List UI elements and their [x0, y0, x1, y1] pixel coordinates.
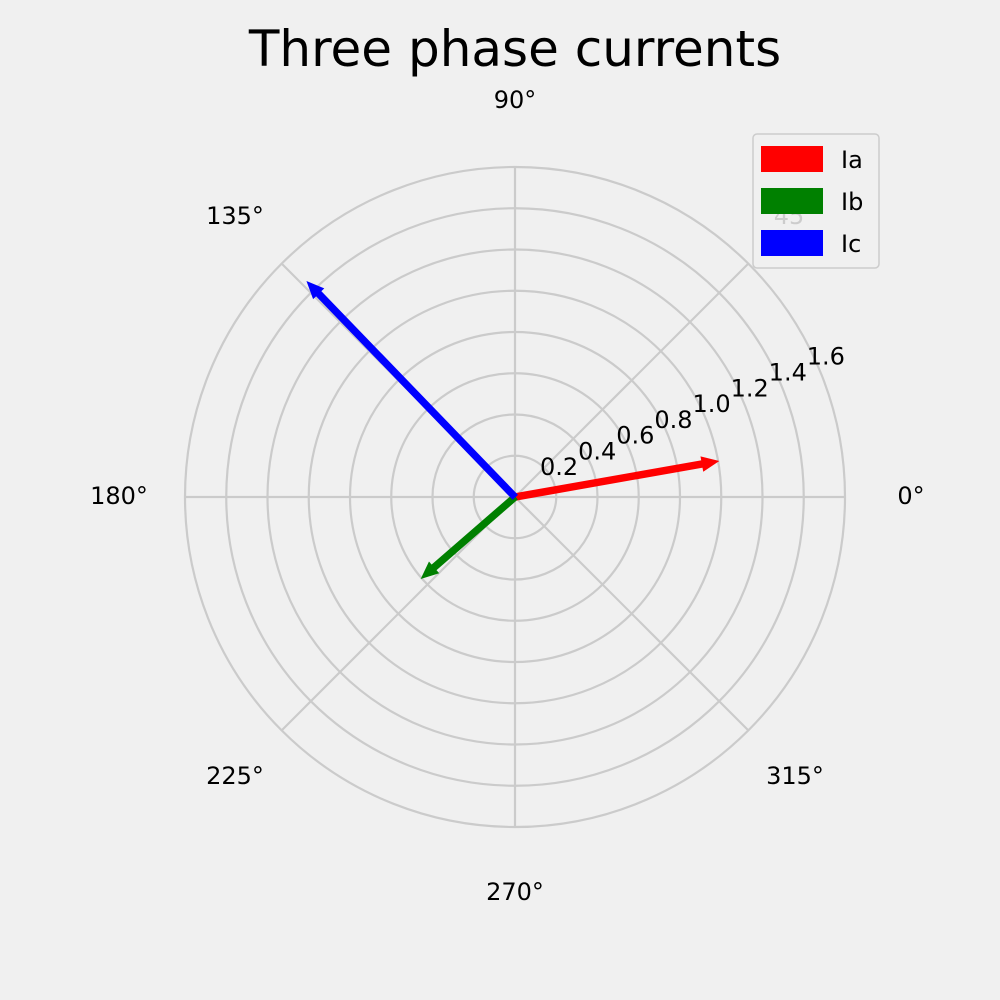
angle-tick-label-5: 225°	[206, 762, 264, 790]
angle-tick-label-2: 90°	[494, 86, 537, 114]
legend-label-ia: Ia	[841, 146, 863, 174]
legend-label-ib: Ib	[841, 188, 863, 216]
legend-swatch-ib	[761, 188, 823, 214]
angle-tick-label-7: 315°	[766, 762, 824, 790]
chart-title: Three phase currents	[248, 20, 781, 78]
radius-tick-label-6: 1.4	[769, 359, 807, 387]
angle-tick-label-0: 0°	[897, 482, 924, 510]
angle-tick-label-6: 270°	[486, 878, 544, 906]
legend-label-ic: Ic	[841, 230, 861, 258]
phasor-arrow-ia	[513, 456, 720, 501]
radius-tick-labels: 0.20.40.60.81.01.21.41.6	[540, 343, 845, 481]
legend-swatch-ia	[761, 146, 823, 172]
radius-tick-label-2: 0.6	[616, 422, 654, 450]
legend: Ia Ib Ic	[752, 133, 880, 269]
phasor-arrow-ib	[420, 493, 518, 580]
radius-tick-label-4: 1.0	[692, 390, 730, 418]
radius-tick-label-1: 0.4	[578, 437, 616, 465]
angular-gridline-7	[514, 496, 750, 732]
phasor-arrow-ic	[306, 281, 519, 500]
angular-gridline-5	[280, 496, 516, 732]
radius-tick-label-5: 1.2	[731, 374, 769, 402]
radius-tick-label-0: 0.2	[540, 453, 578, 481]
legend-swatch-ic	[761, 230, 823, 256]
angle-tick-label-3: 135°	[206, 202, 264, 230]
phasor-arrows	[306, 281, 720, 580]
radius-tick-label-3: 0.8	[654, 406, 692, 434]
angle-tick-label-4: 180°	[90, 482, 148, 510]
radius-tick-label-7: 1.6	[807, 343, 845, 371]
angular-gridline-1	[514, 262, 750, 498]
